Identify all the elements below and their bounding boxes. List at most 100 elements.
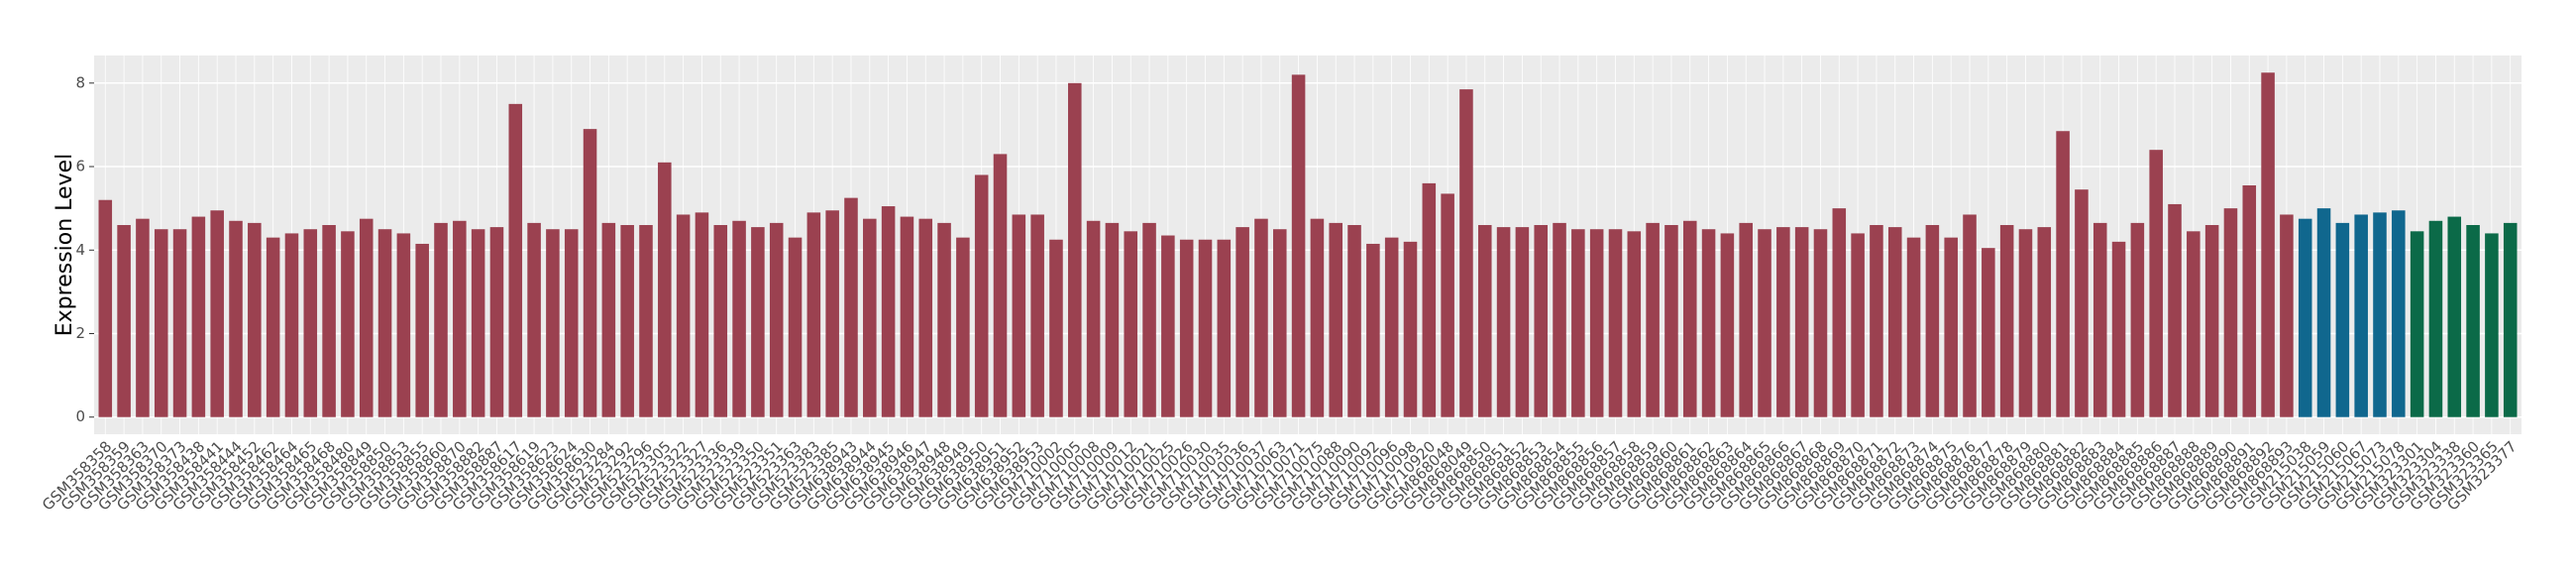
bar xyxy=(2428,220,2443,417)
bar xyxy=(1142,222,1156,417)
bar xyxy=(1813,229,1828,417)
bar xyxy=(676,214,691,417)
bar xyxy=(937,222,951,417)
bar xyxy=(1982,248,1995,417)
bar xyxy=(1758,229,1771,417)
bar xyxy=(2018,229,2033,417)
bar xyxy=(2056,131,2070,417)
bar xyxy=(1124,231,1138,417)
bar xyxy=(751,227,765,417)
bar xyxy=(956,237,970,417)
bar xyxy=(564,229,579,417)
y-tick-label: 2 xyxy=(75,324,85,342)
bar xyxy=(1441,193,1454,417)
bar xyxy=(172,229,187,417)
bar xyxy=(1161,235,1175,417)
bar xyxy=(1235,227,1249,417)
bar xyxy=(2168,203,2182,417)
bar xyxy=(1887,227,1902,417)
bar xyxy=(1049,239,1063,417)
bar xyxy=(489,227,504,417)
bar xyxy=(508,103,523,417)
bar xyxy=(1776,227,1790,417)
bar xyxy=(1627,231,1642,417)
bar xyxy=(2316,208,2331,417)
bar xyxy=(2149,150,2163,417)
bar xyxy=(881,206,896,417)
bar xyxy=(732,220,746,417)
bar xyxy=(1794,227,1809,417)
bar xyxy=(695,212,709,417)
bar xyxy=(1534,224,1548,417)
bar xyxy=(2037,227,2052,417)
bar xyxy=(396,233,411,417)
bar xyxy=(2373,212,2387,417)
bar xyxy=(1870,224,1883,417)
bar xyxy=(1030,214,1044,417)
bar xyxy=(2242,184,2257,417)
bar xyxy=(2298,218,2312,417)
bar xyxy=(620,224,634,417)
y-axis-title: Expression Level xyxy=(53,154,77,337)
bar xyxy=(527,222,541,417)
bar xyxy=(191,216,206,417)
bar xyxy=(229,220,243,417)
y-tick-label: 6 xyxy=(75,158,85,175)
bar xyxy=(2111,241,2126,417)
bar xyxy=(1664,224,1678,417)
bar xyxy=(825,210,839,417)
bar xyxy=(1701,229,1716,417)
bar xyxy=(1217,239,1232,417)
bar xyxy=(993,154,1008,417)
bar xyxy=(1384,237,1399,417)
bar xyxy=(1086,220,1101,417)
bar xyxy=(1273,229,1287,417)
bar xyxy=(2130,222,2145,417)
bar xyxy=(2223,208,2238,417)
bar xyxy=(2447,216,2462,417)
bar xyxy=(1515,227,1530,417)
bar xyxy=(248,222,262,417)
bar xyxy=(2466,224,2480,417)
bar xyxy=(974,174,989,417)
bar xyxy=(863,218,877,417)
bar xyxy=(2335,222,2350,417)
bar xyxy=(2187,231,2200,417)
bar xyxy=(1646,222,1660,417)
bar xyxy=(415,243,429,417)
bar xyxy=(2410,231,2424,417)
bar xyxy=(2503,222,2518,417)
bar xyxy=(1496,227,1511,417)
bar xyxy=(1198,239,1213,417)
bar xyxy=(1254,218,1268,417)
bar xyxy=(1906,237,1921,417)
bar xyxy=(359,218,374,417)
bar xyxy=(2485,233,2499,417)
bar xyxy=(1012,214,1026,417)
bar xyxy=(1553,222,1566,417)
bar xyxy=(1310,218,1325,417)
bar xyxy=(1925,224,1940,417)
bar xyxy=(1999,224,2014,417)
bar xyxy=(1739,222,1753,417)
bar xyxy=(788,237,803,417)
bar xyxy=(284,233,299,417)
bar xyxy=(713,224,728,417)
bar xyxy=(1963,214,1977,417)
bar xyxy=(98,199,113,417)
bar xyxy=(639,224,653,417)
bar xyxy=(1329,222,1342,417)
bar xyxy=(1682,220,1697,417)
bar xyxy=(453,220,467,417)
bar xyxy=(154,229,168,417)
bar xyxy=(210,210,224,417)
bar xyxy=(1589,229,1604,417)
y-tick-label: 4 xyxy=(75,241,85,259)
bar xyxy=(2261,72,2275,417)
bar xyxy=(1851,233,1865,417)
bar xyxy=(844,197,858,417)
bar xyxy=(266,237,280,417)
bar xyxy=(303,229,318,417)
bar xyxy=(1832,208,1847,417)
